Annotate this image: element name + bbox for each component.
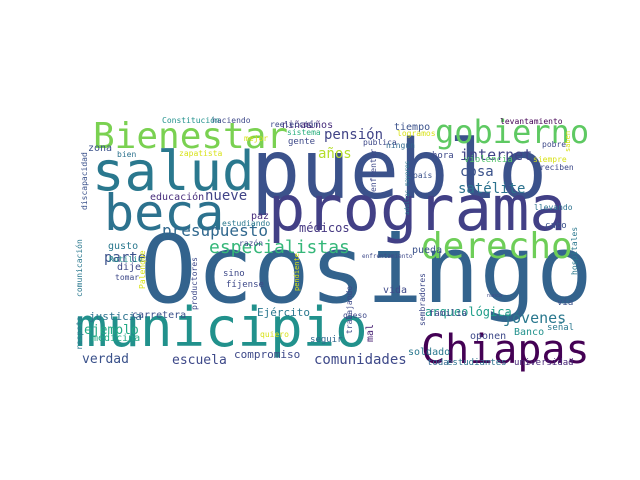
cloud-word: medicina [92,333,140,344]
cloud-word: internet [460,146,532,164]
cloud-word: especialistas [209,237,350,258]
cloud-word: trabajando [345,286,354,334]
cloud-word: tiempo [394,122,430,133]
cloud-word: levantamiento [500,117,563,126]
cloud-word: médicos [299,221,350,235]
cloud-word: educación [150,191,204,203]
cloud-word: familia [429,309,467,319]
cloud-word: sino [223,269,245,279]
cloud-word: gobierno [435,113,589,151]
cloud-word: gente [288,137,315,147]
cloud-word: soldado [408,347,450,358]
cloud-word: salud [92,140,255,203]
cloud-word: violencia [464,155,513,165]
cloud-word: mejor [244,134,268,143]
cloud-word: quiero [260,330,289,339]
cloud-word: Ocosingo [140,216,593,325]
cloud-word: haciendo [212,116,251,125]
cloud-word: dije [117,262,141,273]
cloud-word: municipio [75,296,368,359]
cloud-word: reciben [540,163,574,172]
cloud-word: tomar [115,273,139,282]
cloud-word: comunidades [314,352,407,368]
cloud-word: nueve [205,188,247,204]
cloud-word: niñas [282,120,312,131]
cloud-word: comunicación [74,239,84,297]
cloud-word: pensión [324,127,383,143]
cloud-word: niños [303,120,333,131]
cloud-word: Palenque [138,250,147,289]
cloud-word: mal [365,324,376,342]
cloud-word: zapatista [179,149,223,158]
cloud-word: Ejército [257,306,310,319]
cloud-word: ningún [386,141,415,150]
cloud-word: Rutilio [109,255,143,264]
cloud-word: queso [343,311,367,320]
cloud-word: siempre [533,155,567,164]
cloud-word: reelección [270,119,318,129]
cloud-word: llevando [534,203,573,212]
cloud-word: Banco [514,327,544,338]
cloud-word: carretera [132,310,186,321]
cloud-word: oponen [470,331,506,342]
cloud-word: hora [432,151,454,161]
cloud-word: satélite [458,181,525,197]
cloud-word: cabo [545,221,567,231]
cloud-word: pública [363,138,397,147]
cloud-word: estudiando [222,219,270,228]
cloud-word: escuela [172,353,227,368]
cloud-word: justicia [89,310,142,323]
cloud-word: Chiapas [421,327,590,373]
cloud-word: verdad [82,352,129,367]
cloud-word: sistema [287,128,321,137]
cloud-word: enfrentamiento [362,253,413,260]
cloud-word: pueda [412,245,442,256]
cloud-word: país [413,171,432,180]
cloud-word: beca [104,184,224,242]
cloud-word: estudiantes [447,358,507,368]
cloud-word: señal [547,323,574,333]
cloud-word: Constitución [162,115,220,125]
cloud-word: gusto [108,241,138,252]
cloud-word: discapacidad [80,152,89,210]
cloud-word: toda [427,358,449,368]
cloud-word: Bienestar [93,116,288,157]
cloud-word: adultas mayores [404,160,411,215]
cloud-word: universidad [514,358,574,368]
cloud-word: paz [251,211,269,222]
cloud-word: jóvenes [503,309,566,327]
cloud-word: fíjense [226,280,264,290]
cloud-word: logramos [397,129,436,138]
cloud-word: derecho [421,226,573,267]
cloud-word: productores [190,257,199,310]
cloud-word: compromiso [234,348,300,361]
cloud-word: bien [117,150,136,159]
cloud-word: programa [268,172,567,245]
cloud-word: razón [239,238,263,248]
cloud-word: seguir [310,335,343,345]
cloud-word: años [318,146,352,162]
cloud-word: sembradores [418,273,427,326]
cloud-word: hospitales [570,227,579,275]
cloud-word: vía [557,298,573,308]
cloud-word: parte [104,250,146,266]
cloud-word: respeta [75,316,84,350]
cloud-word: nunca [487,293,502,299]
cloud-word: pobre [542,140,566,149]
cloud-word: saben [564,131,572,152]
cloud-word: arqueológica [425,305,512,319]
cloud-word: ejemplo [84,323,139,338]
cloud-word: pendiente [293,253,301,291]
cloud-word: enfrentar [369,148,378,192]
cloud-word: cosa [460,164,494,180]
cloud-word: pueblo [251,123,547,218]
cloud-word: zona [88,143,112,154]
cloud-word: presupuesto [162,221,268,240]
cloud-word: vida [383,285,407,296]
